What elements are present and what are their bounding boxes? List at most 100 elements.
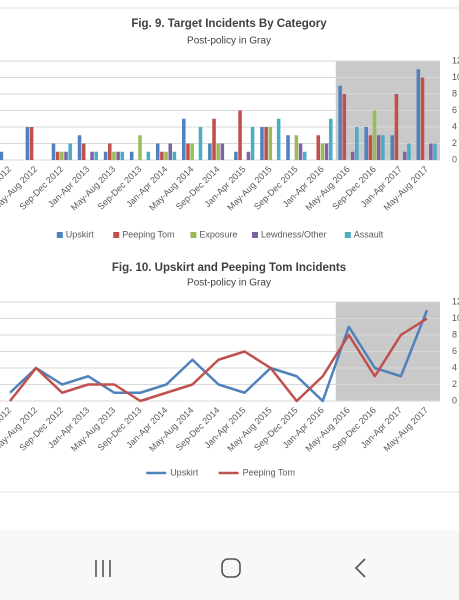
bar <box>77 135 82 160</box>
bar <box>238 110 242 160</box>
bar <box>381 135 385 160</box>
bar <box>372 110 377 160</box>
bar <box>342 94 347 160</box>
bar <box>264 127 268 160</box>
bar <box>120 151 125 160</box>
bar <box>198 127 203 160</box>
y-tick-label: 8 <box>452 88 457 98</box>
bar <box>168 143 173 160</box>
y-tick-label: 0 <box>452 395 457 405</box>
y-tick-label: 10 <box>452 313 459 323</box>
bar <box>433 143 437 160</box>
y-tick-label: 4 <box>452 121 457 131</box>
legend-swatch <box>344 232 351 238</box>
bar <box>286 135 290 160</box>
home-icon[interactable] <box>221 558 241 578</box>
bar <box>103 151 108 160</box>
bar <box>208 143 212 160</box>
bar <box>112 151 116 160</box>
legend-swatch <box>113 232 120 238</box>
bar <box>25 127 30 160</box>
y-tick-label: 2 <box>452 379 457 389</box>
legend-label: Peeping Tom <box>243 467 295 477</box>
bar <box>216 143 220 160</box>
bar <box>29 127 34 160</box>
bar <box>416 69 421 160</box>
bar <box>129 151 134 160</box>
back-icon[interactable] <box>354 558 366 578</box>
bar <box>316 135 321 160</box>
bar <box>429 143 433 160</box>
bar <box>260 127 264 160</box>
bar <box>190 143 194 160</box>
legend-label: Upskirt <box>170 467 199 477</box>
chart-title: Fig. 9. Target Incidents By Category <box>131 18 327 30</box>
bar <box>355 127 359 160</box>
bar <box>246 151 251 160</box>
bar <box>51 143 56 160</box>
bar <box>364 127 368 160</box>
line <box>9 309 429 403</box>
legend-label: Exposure <box>199 229 237 239</box>
bar <box>420 77 425 160</box>
bar <box>368 135 373 160</box>
nav-bar <box>0 530 459 600</box>
bar <box>394 94 399 160</box>
bar <box>116 151 120 160</box>
bar <box>350 151 355 160</box>
y-tick-label: 6 <box>452 346 457 356</box>
legend-swatch <box>56 232 63 238</box>
legend-swatch <box>252 232 258 238</box>
bar <box>155 143 160 160</box>
bar <box>390 135 395 160</box>
chart-subtitle: Post-policy in Gray <box>187 278 271 289</box>
bar <box>294 135 299 160</box>
bar <box>212 118 216 160</box>
bar <box>182 118 186 160</box>
legend-swatch <box>190 232 197 238</box>
line <box>9 317 428 403</box>
bar <box>328 118 333 160</box>
y-tick-label: 10 <box>452 72 459 82</box>
bar <box>376 135 381 160</box>
bar <box>320 143 325 160</box>
bar <box>0 151 4 160</box>
bar <box>90 151 94 160</box>
bar <box>138 135 142 160</box>
y-tick-label: 0 <box>452 154 457 164</box>
y-tick-label: 4 <box>452 362 457 372</box>
bar <box>160 151 164 160</box>
bar <box>94 151 99 160</box>
nav-icons <box>95 558 366 578</box>
bar <box>338 85 342 160</box>
bar <box>324 143 329 160</box>
legend-label: Lewdness/Other <box>261 229 327 239</box>
bar <box>220 143 225 160</box>
bar <box>68 143 72 160</box>
bar <box>60 151 64 160</box>
bar <box>186 143 190 160</box>
bar <box>298 143 303 160</box>
bar <box>276 118 281 160</box>
bar <box>108 143 112 160</box>
chart-title: Fig. 10. Upskirt and Peeping Tom Inciden… <box>112 262 346 274</box>
bar <box>55 151 60 160</box>
y-tick-label: 12 <box>452 296 459 306</box>
bar <box>81 143 86 160</box>
y-tick-label: 6 <box>452 105 457 115</box>
bar <box>302 151 307 160</box>
bar <box>268 127 273 160</box>
bar <box>146 151 151 160</box>
bar <box>172 151 177 160</box>
bar <box>164 151 168 160</box>
bar <box>402 151 407 160</box>
bar <box>250 127 255 160</box>
legend-label: Peeping Tom <box>122 229 174 239</box>
y-tick-label: 12 <box>452 55 459 65</box>
bar <box>64 151 68 160</box>
legend-label: Upskirt <box>66 229 95 239</box>
legend-label: Assault <box>354 229 384 239</box>
y-tick-label: 8 <box>452 329 457 339</box>
